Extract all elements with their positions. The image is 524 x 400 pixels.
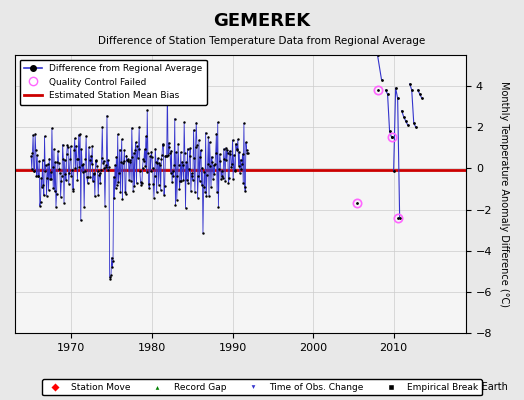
Legend: Station Move, Record Gap, Time of Obs. Change, Empirical Break: Station Move, Record Gap, Time of Obs. C… [42,379,482,396]
Text: Difference of Station Temperature Data from Regional Average: Difference of Station Temperature Data f… [99,36,425,46]
Text: GEMEREK: GEMEREK [213,12,311,30]
Y-axis label: Monthly Temperature Anomaly Difference (°C): Monthly Temperature Anomaly Difference (… [499,81,509,307]
Legend: Difference from Regional Average, Quality Control Failed, Estimated Station Mean: Difference from Regional Average, Qualit… [19,60,207,104]
Text: Berkeley Earth: Berkeley Earth [436,382,508,392]
